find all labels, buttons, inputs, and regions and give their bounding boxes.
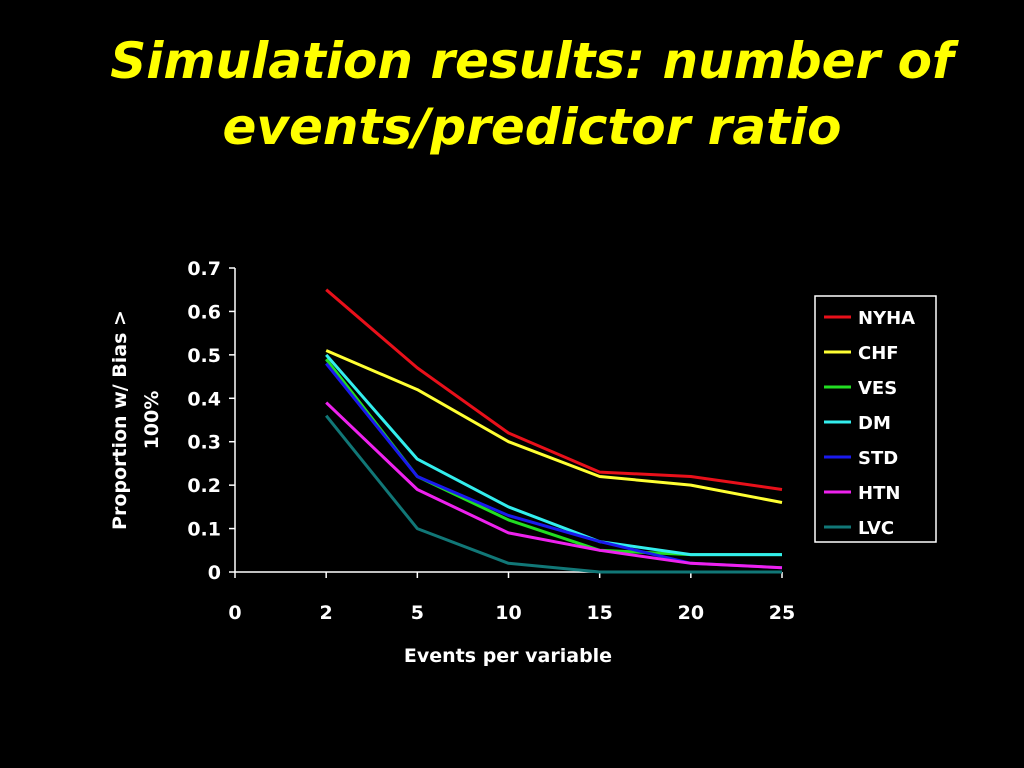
slide-title-line-2: events/predictor ratio — [222, 98, 842, 156]
chart-legend: NYHA CHF VES DM STD HTN LVC — [814, 295, 937, 543]
series-lines — [325, 288, 783, 574]
legend-label: NYHA — [858, 308, 915, 329]
x-tick-label: 10 — [495, 602, 521, 624]
legend-box — [814, 295, 937, 543]
series-line-htn — [325, 401, 783, 570]
legend-item-std: STD — [824, 448, 898, 469]
y-axis-title: Proportion w/ Bias > 100% — [109, 310, 163, 530]
series-line-lvc — [325, 414, 782, 574]
x-tick-label: 15 — [586, 602, 612, 624]
legend-label: LVC — [858, 518, 894, 539]
slide-title: Simulation results: number of events/pre… — [30, 28, 1024, 160]
y-axis-title-line-2: 100% — [141, 391, 163, 450]
chart-axes — [234, 268, 782, 573]
y-tick-label: 0.6 — [187, 301, 221, 323]
legend-item-nyha: NYHA — [824, 308, 915, 329]
legend-item-ves: VES — [824, 378, 897, 399]
x-tick-label: 2 — [320, 602, 333, 624]
legend-label: VES — [858, 378, 897, 399]
x-tick-label: 5 — [411, 602, 424, 624]
y-tick-label: 0.7 — [187, 258, 221, 280]
x-tick-label: 25 — [769, 602, 795, 624]
y-tick-label: 0 — [208, 562, 221, 584]
slide-title-line-1: Simulation results: number of — [110, 32, 954, 90]
y-tick-label: 0.5 — [187, 345, 221, 367]
legend-item-dm: DM — [824, 413, 891, 434]
legend-item-chf: CHF — [824, 343, 899, 364]
legend-label: DM — [858, 413, 891, 434]
y-tick-label: 0.2 — [187, 475, 221, 497]
y-tick-label: 0.4 — [187, 388, 221, 410]
series-line-nyha — [325, 288, 783, 491]
legend-item-lvc: LVC — [824, 518, 894, 539]
y-axis-ticks: 0 0.1 0.2 0.3 0.4 0.5 0.6 0.7 — [187, 258, 235, 584]
x-tick-label: 0 — [228, 602, 241, 624]
legend-label: HTN — [858, 483, 900, 504]
x-axis-title: Events per variable — [404, 645, 612, 667]
legend-label: CHF — [858, 343, 899, 364]
x-axis-ticks: 0 2 5 10 15 20 25 — [228, 572, 795, 624]
y-axis-title-line-1: Proportion w/ Bias > — [109, 310, 131, 530]
series-line-chf — [325, 349, 783, 504]
y-tick-label: 0.1 — [187, 519, 221, 541]
legend-label: STD — [858, 448, 898, 469]
series-line-dm — [325, 353, 782, 557]
y-tick-label: 0.3 — [187, 432, 221, 454]
x-tick-label: 20 — [678, 602, 704, 624]
series-line-std — [325, 362, 783, 570]
legend-item-htn: HTN — [824, 483, 900, 504]
